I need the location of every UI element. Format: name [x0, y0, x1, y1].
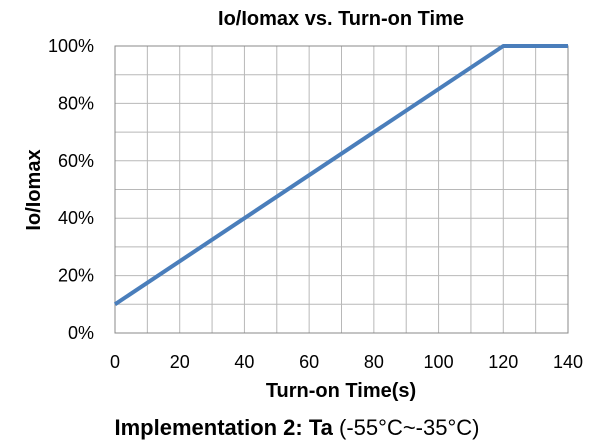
- y-tick-label: 40%: [58, 208, 94, 228]
- y-axis-label: Io/Iomax: [23, 149, 45, 230]
- y-tick-label: 20%: [58, 266, 94, 286]
- plot-area-border: [114, 45, 569, 334]
- y-tick-label: 0%: [68, 323, 94, 343]
- figure-caption: Implementation 2: Ta (-55°C~-35°C): [0, 415, 594, 441]
- chart-title: Io/Iomax vs. Turn-on Time: [218, 8, 464, 30]
- x-tick-label: 80: [364, 352, 384, 372]
- y-tick-label: 100%: [48, 36, 94, 56]
- x-tick-label: 40: [234, 352, 254, 372]
- x-tick-label: 140: [553, 352, 583, 372]
- series-line: [113, 44, 568, 306]
- caption-normal: (-55°C~-35°C): [332, 415, 480, 440]
- gridlines: [114, 45, 569, 334]
- y-tick-label: 80%: [58, 93, 94, 113]
- caption-bold: Implementation 2: Ta: [114, 415, 333, 440]
- x-axis-label: Turn-on Time(s): [266, 380, 416, 402]
- y-tick-label: 60%: [58, 151, 94, 171]
- x-tick-label: 20: [170, 352, 190, 372]
- x-tick-label: 120: [488, 352, 518, 372]
- tick-labels: 0 20 40 60 80 100 120 140 0% 20% 40% 60% 80% 100%: [48, 36, 583, 372]
- series-layer: [113, 44, 568, 306]
- x-tick-label: 60: [299, 352, 319, 372]
- x-tick-label: 0: [110, 352, 120, 372]
- x-tick-label: 100: [424, 352, 454, 372]
